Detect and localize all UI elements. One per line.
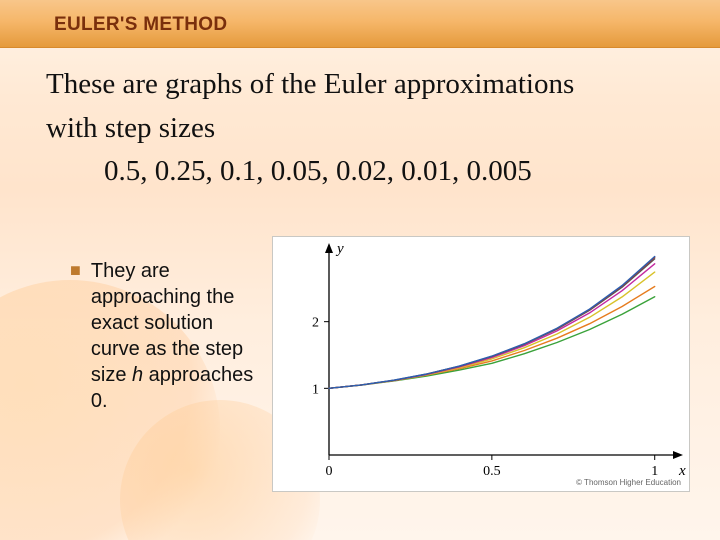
body-text: These are graphs of the Euler approximat… <box>46 66 686 191</box>
svg-text:2: 2 <box>312 316 319 331</box>
figure-box: 0 0.5 1 1 2 x y © Thomson Higher Education <box>272 236 690 492</box>
svg-text:1: 1 <box>651 464 658 479</box>
header-title: EULER'S METHOD <box>54 14 227 36</box>
body-line-3: 0.5, 0.25, 0.1, 0.05, 0.02, 0.01, 0.005 <box>104 153 686 191</box>
svg-text:0: 0 <box>326 464 333 479</box>
slide: EULER'S METHOD These are graphs of the E… <box>0 0 720 540</box>
bullet-item: ■ They are approaching the exact solutio… <box>70 258 266 414</box>
figure-credit: © Thomson Higher Education <box>576 478 681 487</box>
svg-text:1: 1 <box>312 382 319 397</box>
body-line-2: with step sizes <box>46 110 686 148</box>
bullet-marker: ■ <box>70 258 81 282</box>
bullet-text: They are approaching the exact solution … <box>91 258 266 414</box>
svg-text:0.5: 0.5 <box>483 464 501 479</box>
svg-text:x: x <box>678 463 686 479</box>
body-line-1: These are graphs of the Euler approximat… <box>46 66 686 104</box>
svg-text:y: y <box>335 241 344 257</box>
header-bar: EULER'S METHOD <box>0 0 720 48</box>
chart-svg: 0 0.5 1 1 2 x y <box>273 237 689 491</box>
bullet-italic-h: h <box>132 364 143 386</box>
